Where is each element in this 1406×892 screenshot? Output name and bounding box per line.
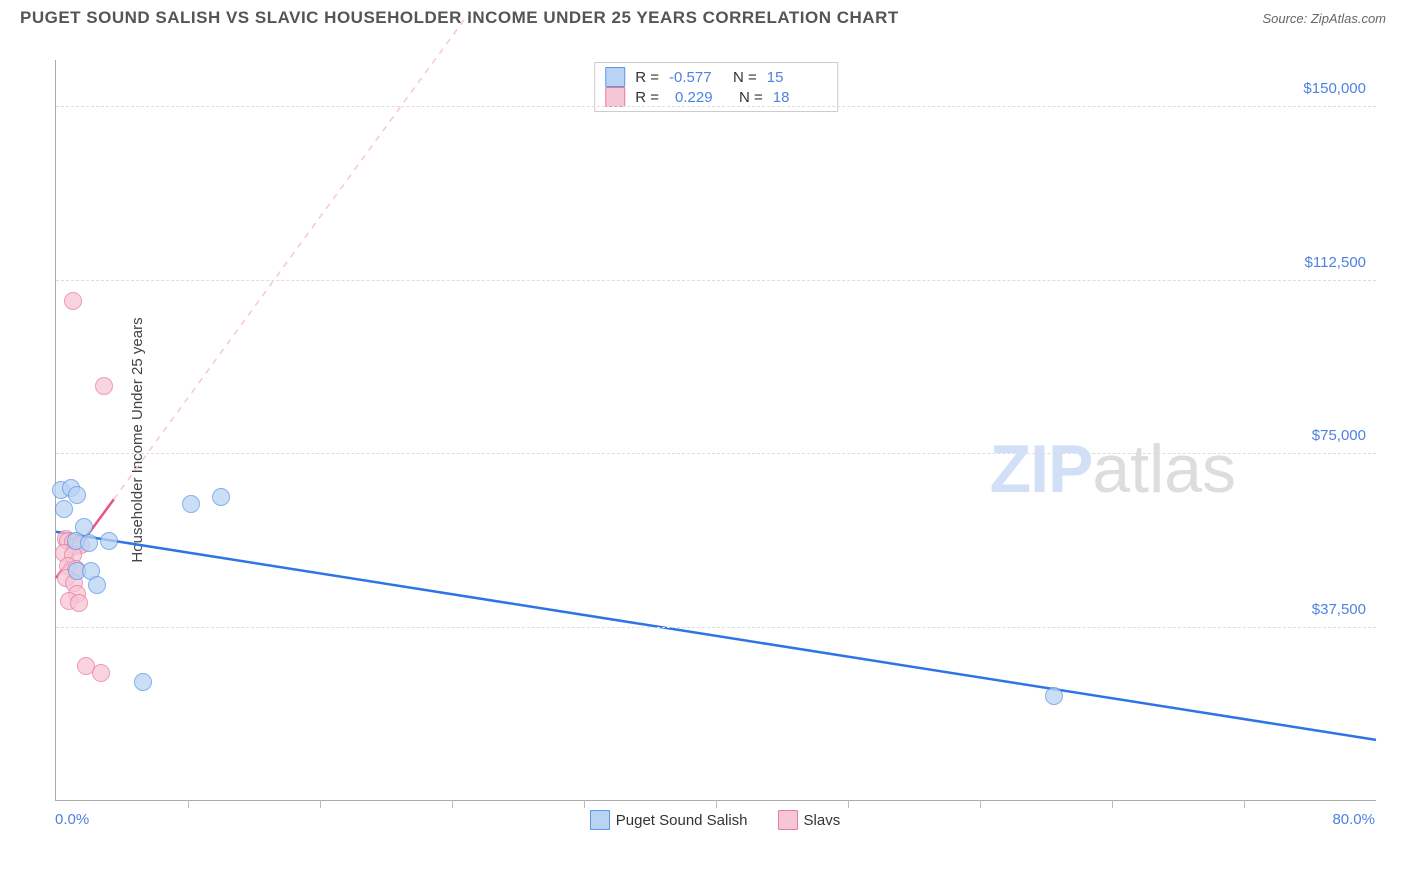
r-slavs: 0.229 [669,89,729,106]
source-attribution: Source: ZipAtlas.com [1262,11,1386,26]
data-point-salish [68,486,86,504]
correlation-legend: R =-0.577 N =15 R =0.229 N =18 [594,62,838,112]
data-point-salish [134,673,152,691]
chart-container: Householder Income Under 25 years ZIPatl… [15,40,1391,840]
swatch-slavs [605,87,625,107]
data-point-salish [80,534,98,552]
swatch-salish [605,67,625,87]
data-point-slavs [70,594,88,612]
trendlines-layer [56,60,1376,800]
stat-row-slavs: R =0.229 N =18 [605,87,827,107]
swatch-slavs-icon [778,810,798,830]
y-tick-label: $150,000 [1303,80,1366,97]
data-point-slavs [95,377,113,395]
legend-label-salish: Puget Sound Salish [616,812,748,829]
y-tick-label: $112,500 [1305,254,1366,271]
data-point-salish [88,576,106,594]
data-point-slavs [64,292,82,310]
data-point-salish [55,500,73,518]
data-point-salish [1045,687,1063,705]
stat-row-salish: R =-0.577 N =15 [605,67,827,87]
plot-area: ZIPatlas R =-0.577 N =15 R =0.229 N =18 … [55,60,1376,801]
legend-item-salish: Puget Sound Salish [590,810,748,830]
y-tick-label: $37,500 [1312,601,1366,618]
r-salish: -0.577 [669,69,723,86]
legend-label-slavs: Slavs [804,812,841,829]
data-point-slavs [92,664,110,682]
data-point-salish [182,495,200,513]
data-point-salish [100,532,118,550]
swatch-salish-icon [590,810,610,830]
n-salish: 15 [767,69,821,86]
y-tick-label: $75,000 [1312,427,1366,444]
n-slavs: 18 [773,89,827,106]
chart-title: PUGET SOUND SALISH VS SLAVIC HOUSEHOLDER… [20,8,899,28]
legend-item-slavs: Slavs [778,810,841,830]
watermark: ZIPatlas [990,430,1236,508]
series-legend: Puget Sound Salish Slavs [55,810,1375,830]
data-point-salish [212,488,230,506]
